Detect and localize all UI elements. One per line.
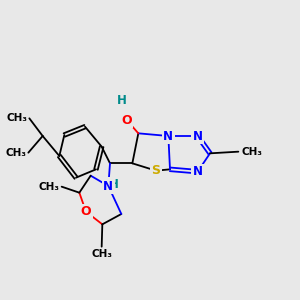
Text: O: O — [81, 205, 91, 218]
Text: S: S — [152, 164, 160, 177]
Text: H: H — [117, 94, 127, 106]
Text: N: N — [103, 179, 113, 193]
Text: CH₃: CH₃ — [241, 147, 262, 157]
Text: N: N — [193, 165, 203, 178]
Text: H: H — [108, 178, 118, 191]
Text: N: N — [163, 130, 173, 142]
Text: CH₃: CH₃ — [6, 113, 27, 123]
Text: CH₃: CH₃ — [91, 249, 112, 259]
Text: O: O — [122, 113, 132, 127]
Text: N: N — [193, 130, 203, 142]
Text: CH₃: CH₃ — [39, 182, 60, 192]
Text: CH₃: CH₃ — [5, 148, 26, 158]
